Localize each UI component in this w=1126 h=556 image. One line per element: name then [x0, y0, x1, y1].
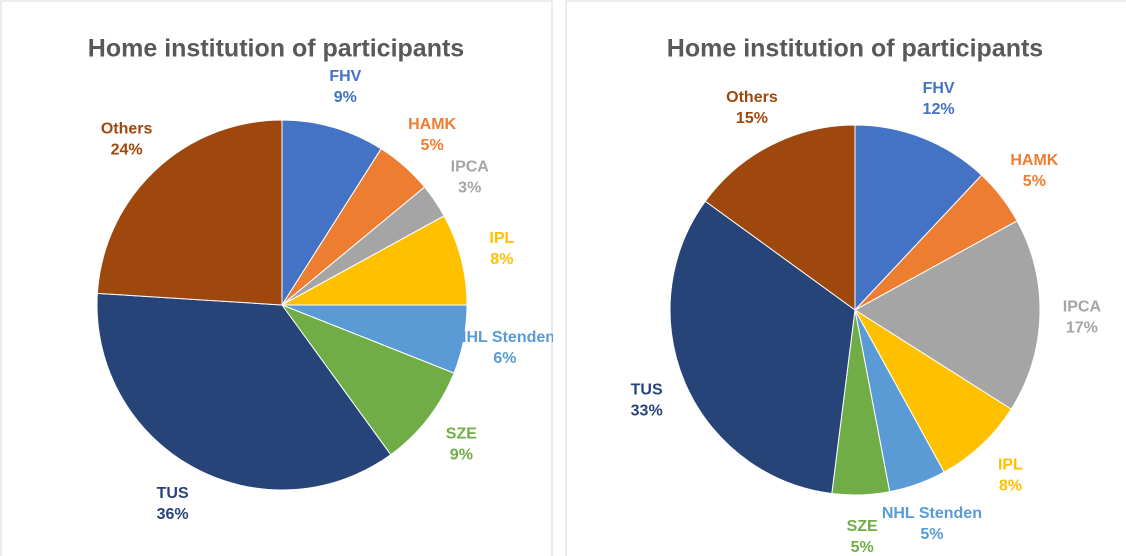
value-label: 12% — [923, 101, 955, 118]
value-label: 36% — [157, 506, 189, 523]
value-label: 9% — [334, 89, 357, 106]
pie-slice — [854, 124, 983, 312]
pie-slice — [96, 292, 392, 491]
value-label: 8% — [490, 251, 513, 268]
slice-label: NHL Stenden — [455, 329, 553, 346]
pie-slice — [854, 309, 1012, 473]
chart-title: Home institution of participants — [667, 35, 1043, 63]
slice-label: TUS — [631, 381, 663, 398]
chart: Home institution of participants FHV 12% H… — [565, 0, 1126, 556]
slice-label: SZE — [446, 425, 477, 442]
slice-label: HAMK — [408, 116, 456, 133]
slice-label: SZE — [847, 518, 878, 535]
pie-slice — [281, 215, 468, 306]
slice-label: IPCA — [1063, 298, 1102, 315]
pie-slice — [280, 303, 455, 456]
value-label: 5% — [920, 526, 943, 543]
pie-slice — [669, 200, 856, 495]
slice-label: TUS — [157, 485, 189, 502]
pie-slice — [854, 220, 1041, 410]
slice-label: NHL Stenden — [882, 505, 982, 522]
slice-label: IPL — [998, 457, 1023, 474]
value-label: 8% — [999, 478, 1022, 495]
slice-label: Others — [726, 89, 778, 106]
pie-slice — [96, 119, 283, 306]
value-label: 3% — [458, 180, 481, 197]
slice-label: FHV — [923, 80, 955, 97]
value-label: 33% — [631, 402, 663, 419]
slice-label: IPL — [489, 230, 514, 247]
value-label: 6% — [493, 350, 516, 367]
slice-label: HAMK — [1010, 152, 1058, 169]
value-label: 15% — [736, 110, 768, 127]
value-label: 5% — [1023, 173, 1046, 190]
pie-slice — [281, 119, 382, 307]
value-label: 9% — [450, 446, 473, 463]
chart: Home institution of participants FHV 9% HA… — [0, 0, 553, 556]
slice-label: FHV — [329, 68, 361, 85]
value-label: 5% — [851, 539, 874, 556]
value-label: 24% — [111, 142, 143, 159]
slice-label: Others — [101, 121, 153, 138]
value-label: 17% — [1066, 319, 1098, 336]
slice-label: IPCA — [451, 159, 490, 176]
pie-slice — [704, 124, 856, 311]
value-label: 5% — [421, 137, 444, 154]
chart-title: Home institution of participants — [88, 35, 464, 63]
